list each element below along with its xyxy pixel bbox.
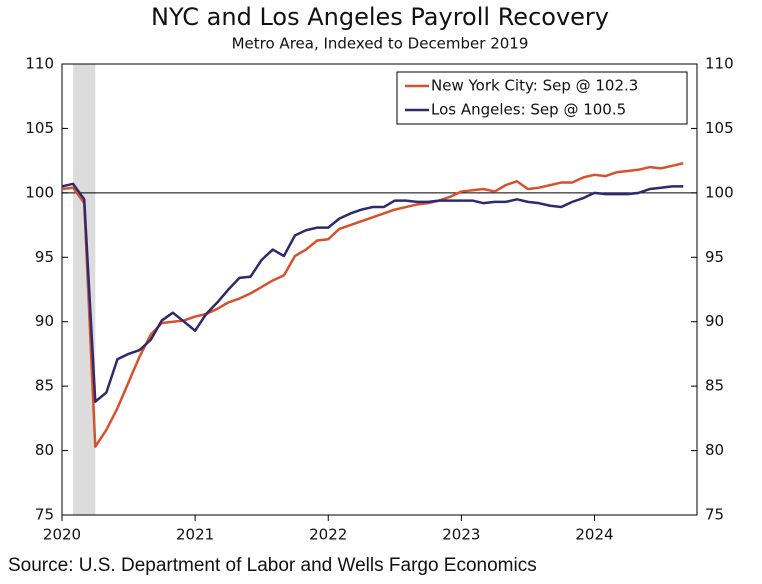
y2-tick-label: 105 [705, 119, 734, 137]
y2-tick-label: 90 [705, 312, 724, 330]
chart-title: NYC and Los Angeles Payroll Recovery [151, 3, 609, 31]
x-tick-label: 2024 [575, 526, 613, 544]
series-line [61, 182, 684, 403]
y2-tick-label: 100 [705, 183, 734, 201]
recession-shading [73, 64, 96, 515]
y-tick-label: 85 [35, 377, 54, 395]
plot-frame [61, 63, 698, 516]
y-tick-label: 95 [35, 248, 54, 266]
x-tick-label: 2020 [43, 526, 81, 544]
y2-tick-label: 80 [705, 441, 724, 459]
series-line [61, 162, 684, 448]
x-tick-label: 2022 [309, 526, 347, 544]
legend-label: Los Angeles: Sep @ 100.5 [431, 101, 626, 119]
y2-tick-label: 85 [705, 377, 724, 395]
y2-tick-label: 110 [705, 55, 734, 73]
y-tick-label: 80 [35, 441, 54, 459]
legend-box [396, 71, 688, 125]
y-tick-label: 90 [35, 312, 54, 330]
y-tick-label: 105 [25, 119, 54, 137]
x-tick-label: 2023 [442, 526, 480, 544]
source-note: Source: U.S. Department of Labor and Wel… [8, 555, 537, 576]
y2-tick-label: 75 [705, 506, 724, 524]
y2-tick-label: 95 [705, 248, 724, 266]
x-tick-label: 2021 [176, 526, 214, 544]
chart-subtitle: Metro Area, Indexed to December 2019 [232, 35, 529, 53]
y-tick-label: 110 [25, 55, 54, 73]
y-tick-label: 100 [25, 183, 54, 201]
y-tick-label: 75 [35, 506, 54, 524]
legend-label: New York City: Sep @ 102.3 [431, 77, 638, 95]
